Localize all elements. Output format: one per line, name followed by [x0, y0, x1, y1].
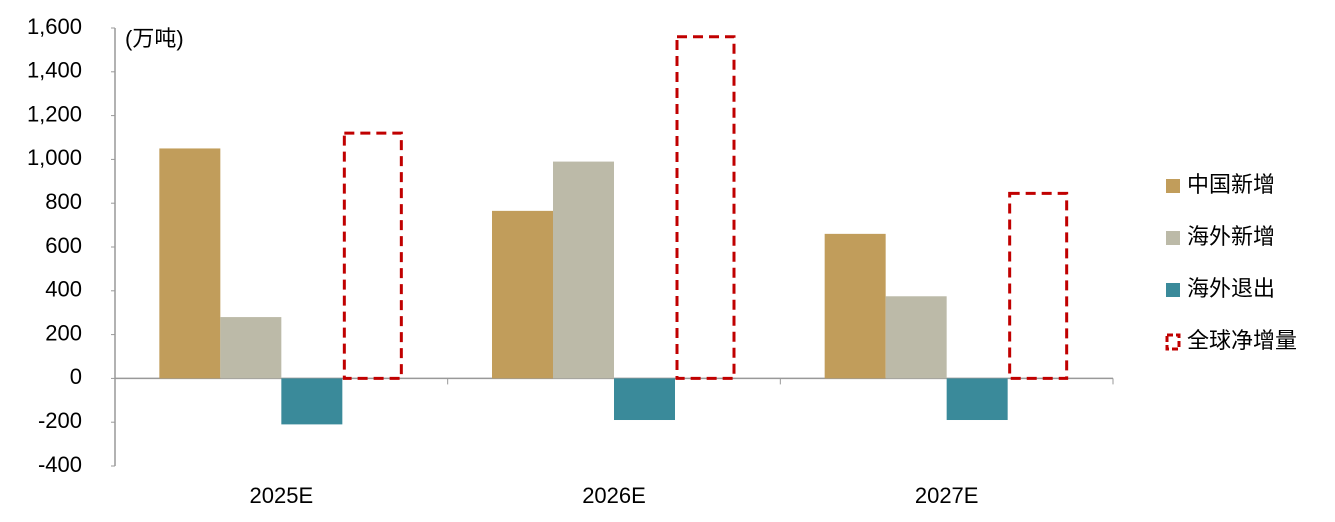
bar: [1008, 191, 1069, 380]
y-tick-label: -200: [38, 408, 82, 433]
legend-swatch: [1165, 333, 1181, 351]
y-tick-label: 600: [45, 233, 82, 258]
bar: [342, 131, 403, 380]
legend-swatch: [1166, 231, 1180, 245]
legend-label: 海外退出: [1187, 276, 1275, 301]
legend-swatch: [1166, 283, 1180, 297]
legend-label: 全球净增量: [1187, 328, 1297, 353]
bar: [281, 378, 343, 425]
bar: [675, 35, 736, 380]
bar: [159, 148, 221, 379]
y-tick-label: 200: [45, 320, 82, 345]
x-tick-label: 2025E: [250, 483, 314, 508]
x-tick-label: 2026E: [582, 483, 646, 508]
legend-label: 中国新增: [1187, 172, 1275, 197]
bar: [885, 296, 947, 379]
bar: [553, 161, 614, 379]
y-tick-label: 1,200: [27, 101, 82, 126]
bar: [824, 233, 886, 379]
y-tick-label: 1,400: [27, 58, 82, 83]
y-tick-label: 400: [45, 277, 82, 302]
y-tick-label: 1,600: [27, 14, 82, 39]
y-axis-label: (万吨): [125, 26, 184, 51]
bar: [946, 378, 1008, 421]
bar: [220, 317, 282, 379]
x-tick-label: 2027E: [915, 483, 979, 508]
y-tick-label: 1,000: [27, 145, 82, 170]
bar: [614, 378, 675, 421]
legend-swatch: [1166, 179, 1180, 193]
bar: [492, 210, 553, 379]
y-tick-label: -400: [38, 452, 82, 477]
y-tick-label: 800: [45, 189, 82, 214]
y-tick-label: 0: [70, 364, 82, 389]
legend-label: 海外新增: [1187, 224, 1275, 249]
